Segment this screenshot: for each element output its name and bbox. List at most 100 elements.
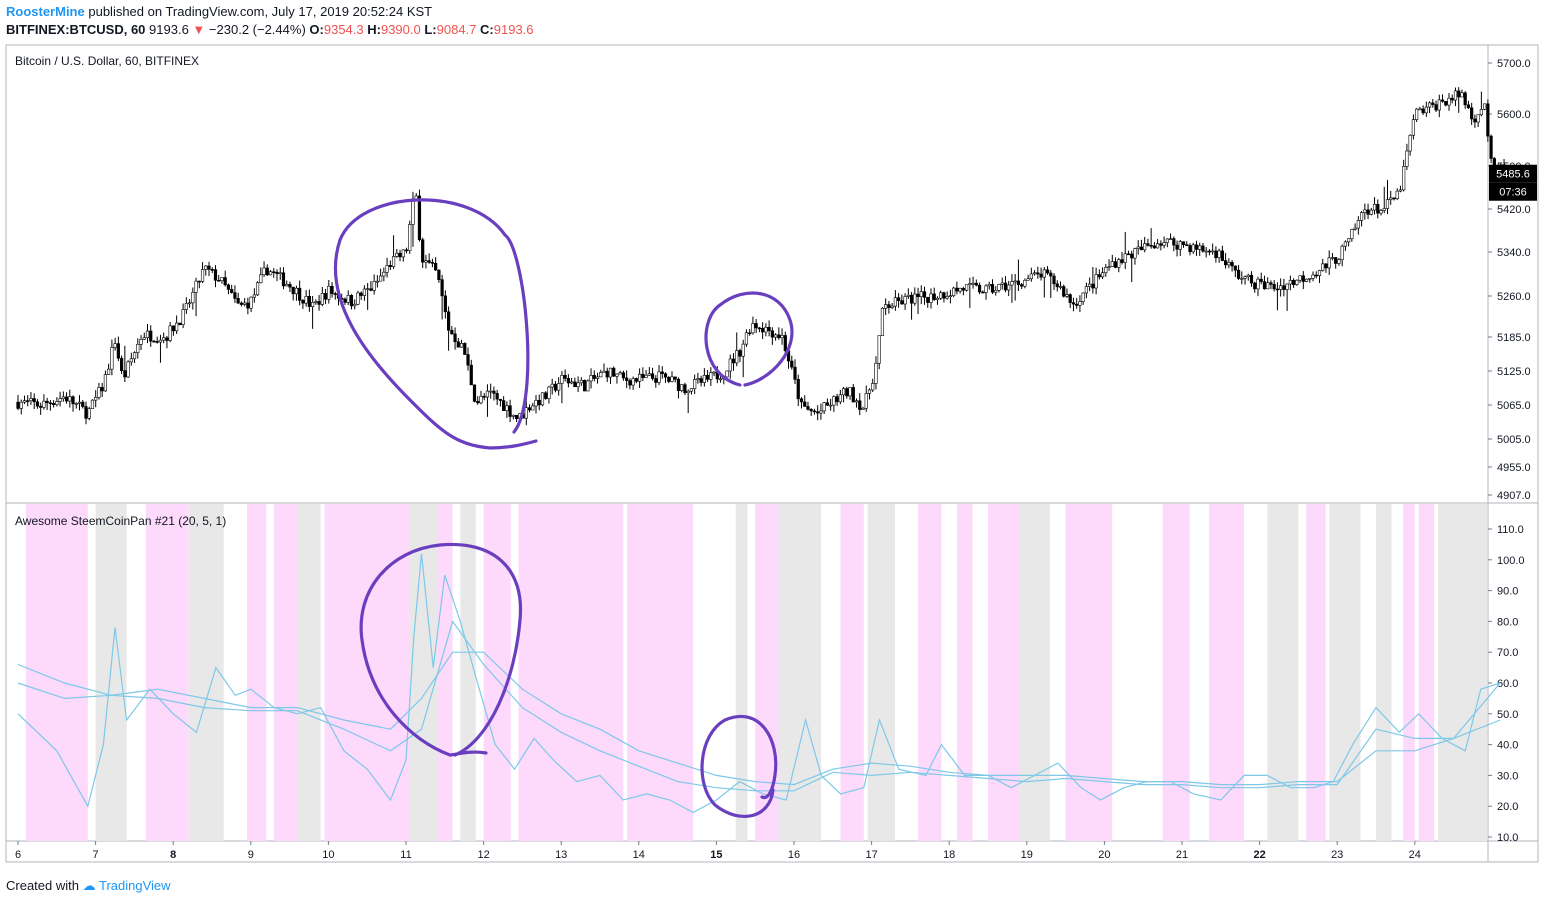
candle-body xyxy=(356,292,360,305)
candle-body xyxy=(149,330,153,342)
indicator-band xyxy=(1306,504,1326,841)
indicator-band xyxy=(1403,504,1415,841)
indicator-band xyxy=(460,504,476,841)
candle-body xyxy=(770,330,774,338)
candle-body xyxy=(958,287,962,292)
indicator-tick-label: 40.0 xyxy=(1497,740,1518,752)
candle-body xyxy=(1415,108,1419,120)
candle-body xyxy=(1207,250,1212,253)
candle-body xyxy=(841,388,846,396)
annotation-circle-3 xyxy=(359,542,523,757)
candle-body xyxy=(1447,97,1451,106)
candle-body xyxy=(401,249,405,258)
candle-body xyxy=(1256,278,1260,290)
candle-body xyxy=(178,322,182,325)
candle-body xyxy=(1486,103,1490,137)
candle-body xyxy=(676,378,681,391)
candle-body xyxy=(508,405,512,417)
candle-body xyxy=(754,323,758,329)
candle-body xyxy=(1269,282,1273,285)
candle-body xyxy=(1227,262,1231,266)
candle-body xyxy=(343,298,347,303)
indicator-band xyxy=(1209,504,1245,841)
candle-body xyxy=(301,300,305,304)
candle-body xyxy=(851,387,855,403)
candle-body xyxy=(233,292,237,299)
candle-body xyxy=(683,384,687,394)
candle-body xyxy=(625,377,629,381)
candle-body xyxy=(741,343,745,357)
candle-body xyxy=(527,407,532,411)
candle-body xyxy=(265,267,269,276)
candle-body xyxy=(52,403,56,405)
candle-body xyxy=(1398,189,1403,192)
candle-body xyxy=(421,239,425,263)
footer-brand[interactable]: TradingView xyxy=(99,878,171,893)
candle-body xyxy=(291,286,295,295)
candle-body xyxy=(217,279,221,282)
candle-body xyxy=(1204,250,1208,253)
candle-body xyxy=(903,296,907,305)
annotation-circle-1 xyxy=(333,198,538,450)
last-price-tag-label: 5485.6 xyxy=(1496,169,1530,181)
indicator-series-line-2 xyxy=(17,620,1501,792)
candle-body xyxy=(761,328,765,333)
time-tick-label: 9 xyxy=(248,849,254,861)
candle-body xyxy=(489,390,493,393)
candle-body xyxy=(1295,279,1299,285)
candle-body xyxy=(1298,275,1302,281)
candle-body xyxy=(152,340,156,343)
candle-body xyxy=(1136,246,1140,249)
candle-body xyxy=(1385,199,1390,209)
candle-body xyxy=(1068,294,1072,303)
candle-body xyxy=(547,386,551,399)
candle-body xyxy=(1363,209,1367,213)
candle-body xyxy=(1395,190,1399,199)
candle-body xyxy=(417,195,422,241)
candle-body xyxy=(557,383,561,391)
candle-body xyxy=(660,371,664,374)
candle-body xyxy=(582,379,587,392)
candle-body xyxy=(58,398,62,402)
candle-body xyxy=(1402,166,1406,191)
candle-body xyxy=(1110,261,1114,267)
candle-body xyxy=(55,401,59,405)
candle-body xyxy=(505,405,509,411)
chart-frame xyxy=(5,44,1539,863)
candle-body xyxy=(304,296,308,304)
candle-body xyxy=(139,339,143,345)
candle-body xyxy=(1113,261,1118,268)
candle-body xyxy=(107,368,111,375)
candle-body xyxy=(482,395,486,398)
candle-body xyxy=(819,410,823,414)
author-link[interactable]: RoosterMine xyxy=(6,4,85,19)
candle-body xyxy=(246,302,250,309)
candle-body xyxy=(132,352,137,360)
candle-body xyxy=(702,375,706,383)
candle-body xyxy=(540,392,545,406)
candle-body xyxy=(226,284,231,290)
candle-body xyxy=(411,198,415,225)
candle-body xyxy=(1463,92,1467,106)
candle-body xyxy=(1045,269,1050,274)
candle-body xyxy=(1016,280,1021,285)
candle-body xyxy=(71,396,75,405)
candle-body xyxy=(790,360,794,368)
candle-body xyxy=(307,296,311,307)
candle-body xyxy=(26,400,30,402)
candle-body xyxy=(1042,269,1046,278)
indicator-band xyxy=(1418,504,1435,841)
candle-body xyxy=(1133,248,1137,259)
candle-body xyxy=(346,295,350,303)
candle-body xyxy=(1029,273,1033,280)
candle-body xyxy=(929,293,933,303)
candle-body xyxy=(210,269,214,271)
tradingview-logo-icon[interactable]: ☁ xyxy=(82,878,96,893)
candle-body xyxy=(971,282,975,285)
candle-body xyxy=(1230,262,1234,267)
candle-body xyxy=(990,284,995,293)
candle-body xyxy=(1408,134,1412,152)
low-label: L: xyxy=(424,22,437,37)
candle-body xyxy=(1130,253,1134,259)
